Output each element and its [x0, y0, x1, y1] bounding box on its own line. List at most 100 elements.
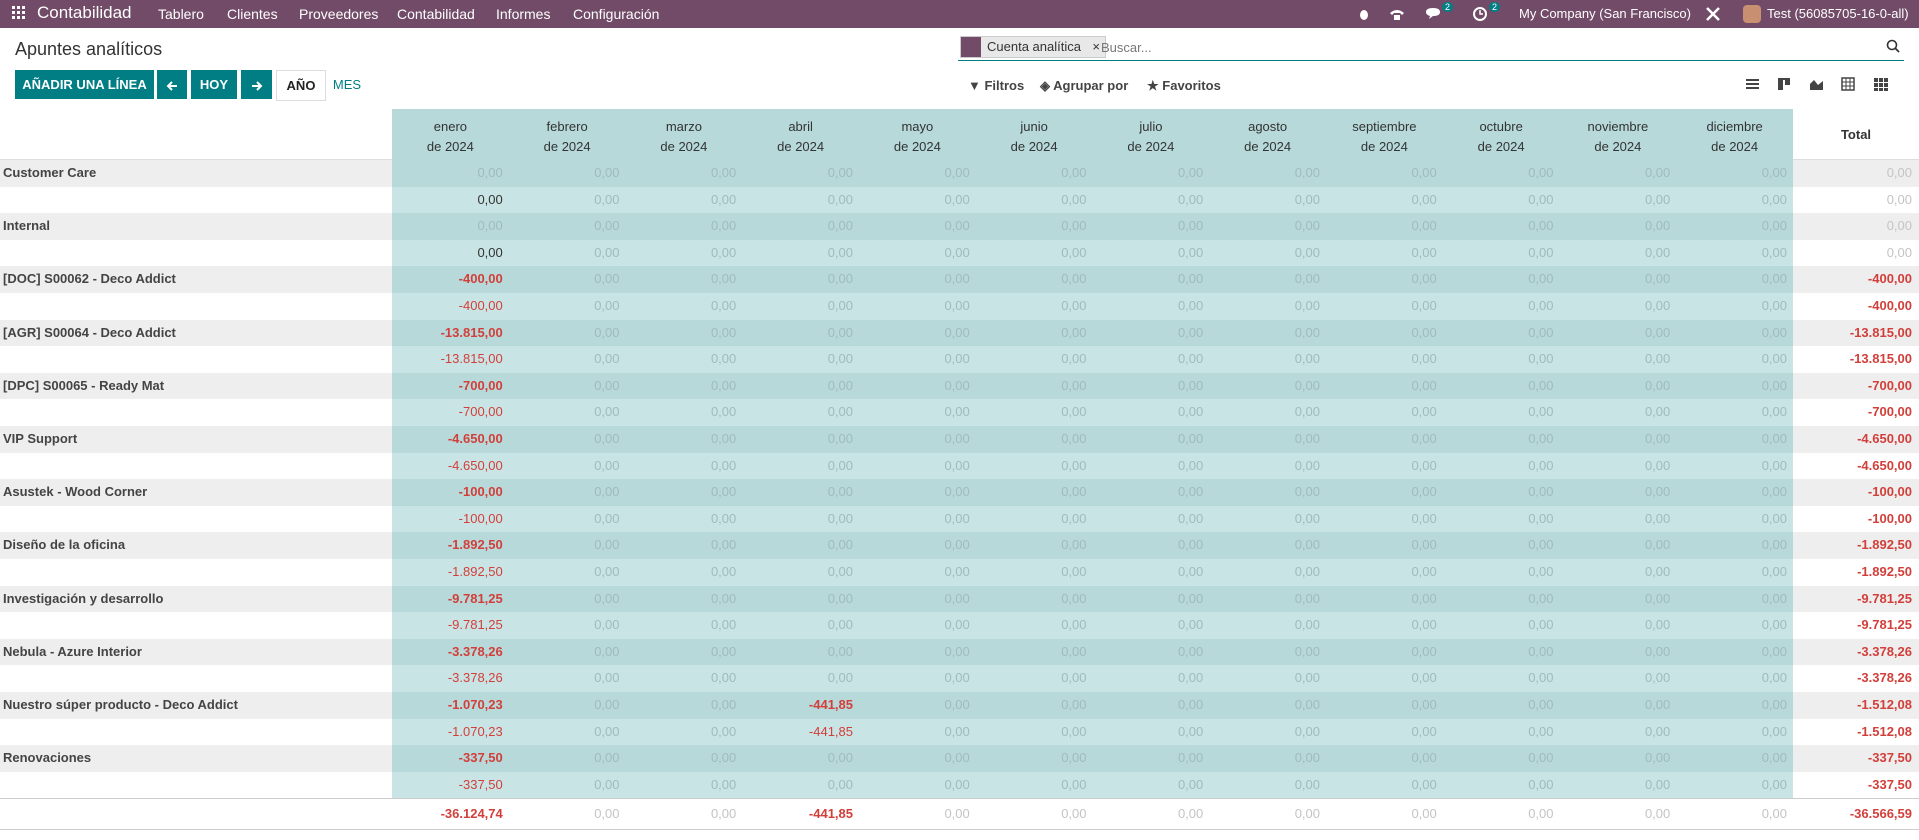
activity-badge: 2 — [1489, 2, 1501, 12]
view-switcher[interactable] — [1744, 76, 1904, 92]
app-name[interactable]: Contabilidad — [37, 3, 132, 22]
year: de 2024 — [543, 139, 591, 154]
messages-icon[interactable] — [1425, 7, 1441, 21]
menu[interactable]: Contabilidad — [397, 6, 475, 22]
grid-cell: 0,00 — [859, 718, 976, 746]
grid-cell: 0,00 — [1676, 505, 1793, 533]
apps-icon[interactable] — [12, 6, 26, 20]
row-total: -700,00 — [1793, 399, 1919, 426]
grid-cell: -4.650,00 — [392, 452, 509, 480]
search-icon[interactable] — [1886, 39, 1900, 53]
prev-button[interactable] — [157, 70, 187, 99]
grid-cell: 0,00 — [859, 372, 976, 400]
search-bar[interactable]: Cuenta analítica × Buscar... — [958, 35, 1904, 61]
facet[interactable]: Cuenta analítica × — [960, 36, 1106, 58]
row-total: -4.650,00 — [1793, 426, 1919, 453]
grid-cell: 0,00 — [1442, 239, 1560, 267]
grid-cell: -400,00 — [392, 266, 509, 293]
phone-icon[interactable] — [1389, 7, 1405, 21]
footer-cell: 0,00 — [1209, 798, 1326, 831]
row-total: -100,00 — [1793, 505, 1919, 533]
grid-cell: 0,00 — [508, 612, 626, 639]
grid-cell: 0,00 — [1676, 585, 1793, 613]
footer-cell: 0,00 — [1442, 798, 1560, 831]
sub-row-label — [0, 612, 392, 639]
favorites[interactable]: ★ Favoritos — [1147, 78, 1221, 93]
sub-row-label — [0, 665, 392, 692]
grid-cell: 0,00 — [1209, 266, 1326, 293]
user[interactable]: Test (56085705-16-0-all) — [1767, 6, 1909, 21]
tools-icon[interactable] — [1705, 6, 1721, 22]
grid-cell: 0,00 — [625, 319, 743, 347]
sub-row-label — [0, 293, 392, 320]
grid-cell: 0,00 — [1559, 692, 1677, 719]
month: agosto — [1248, 119, 1288, 134]
group-row-label: Investigación y desarrollo — [0, 585, 392, 613]
group-row-label: Asustek - Wood Corner — [0, 479, 392, 506]
grid-cell: 0,00 — [1442, 718, 1560, 746]
page-title: Apuntes analíticos — [15, 39, 163, 59]
grid-cell: 0,00 — [1676, 532, 1793, 559]
grid-cell: -3.378,26 — [392, 638, 509, 666]
menu[interactable]: Proveedores — [299, 6, 379, 22]
grid-cell: -337,50 — [392, 771, 509, 799]
grid-cell: 0,00 — [1442, 452, 1560, 480]
menu[interactable]: Informes — [496, 6, 551, 22]
grid-cell: 0,00 — [742, 612, 859, 639]
grid-cell: 0,00 — [1326, 532, 1443, 559]
avatar[interactable] — [1743, 5, 1761, 23]
menu[interactable]: Tablero — [158, 6, 204, 22]
grid-cell: -3.378,26 — [392, 665, 509, 692]
month-button[interactable]: MES — [332, 77, 362, 92]
grid-cell: 0,00 — [508, 160, 626, 187]
year-button[interactable]: AÑO — [276, 70, 326, 101]
month: mayo — [901, 119, 934, 134]
column-header: septiembre de 2024 — [1326, 109, 1443, 160]
menu[interactable]: Configuración — [573, 6, 660, 22]
group-by-label: Agrupar por — [1053, 78, 1129, 93]
grid-cell: 0,00 — [1326, 399, 1443, 426]
grid-cell: 0,00 — [1209, 559, 1326, 586]
grid-cell: 0,00 — [975, 559, 1093, 586]
debug-icon[interactable] — [1357, 7, 1371, 21]
today-button[interactable]: HOY — [191, 70, 237, 99]
grid-cell: 0,00 — [1559, 585, 1677, 613]
group-row-label: VIP Support — [0, 426, 392, 453]
search-placeholder: Buscar... — [1101, 40, 1152, 55]
grid-cell: 0,00 — [1676, 479, 1793, 506]
grid-cell: 0,00 — [742, 293, 859, 320]
column-header: mayo de 2024 — [859, 109, 976, 160]
grid-cell: 0,00 — [1442, 505, 1560, 533]
filters[interactable]: ▼ Filtros — [968, 78, 1025, 93]
next-button[interactable] — [241, 70, 272, 99]
grid-cell: 0,00 — [1559, 771, 1677, 799]
grid-cell: 0,00 — [859, 692, 976, 719]
grid-cell: 0,00 — [859, 346, 976, 373]
company[interactable]: My Company (San Francisco) — [1519, 6, 1691, 21]
year: de 2024 — [1244, 139, 1292, 154]
grid-cell: 0,00 — [1326, 559, 1443, 586]
grid-cell: 0,00 — [1092, 745, 1210, 772]
facet-label: Cuenta analítica — [987, 39, 1081, 54]
month: diciembre — [1706, 119, 1763, 134]
grid-cell: 0,00 — [1092, 346, 1210, 373]
grid-cell: 0,00 — [1676, 239, 1793, 267]
column-header: octubre de 2024 — [1442, 109, 1560, 160]
menu[interactable]: Clientes — [227, 6, 278, 22]
grid-cell: 0,00 — [859, 160, 976, 187]
grid-cell: 0,00 — [1209, 452, 1326, 480]
grid-cell: 0,00 — [1559, 372, 1677, 400]
grid-cell: 0,00 — [1326, 665, 1443, 692]
grid-cell: 0,00 — [859, 452, 976, 480]
facet-remove[interactable]: × — [1092, 39, 1100, 54]
add-line-button[interactable]: AÑADIR UNA LÍNEA — [15, 70, 154, 99]
grid-cell: 0,00 — [392, 239, 509, 267]
grid-cell: -1.892,50 — [392, 532, 509, 559]
grid-cell: 0,00 — [1559, 665, 1677, 692]
grid-cell: -100,00 — [392, 479, 509, 506]
grid-cell: 0,00 — [392, 186, 509, 214]
grid-cell: 0,00 — [1676, 399, 1793, 426]
activity-icon[interactable] — [1473, 7, 1487, 21]
grid-cell: 0,00 — [1442, 372, 1560, 400]
group-by[interactable]: ◈ Agrupar por — [1040, 78, 1129, 93]
